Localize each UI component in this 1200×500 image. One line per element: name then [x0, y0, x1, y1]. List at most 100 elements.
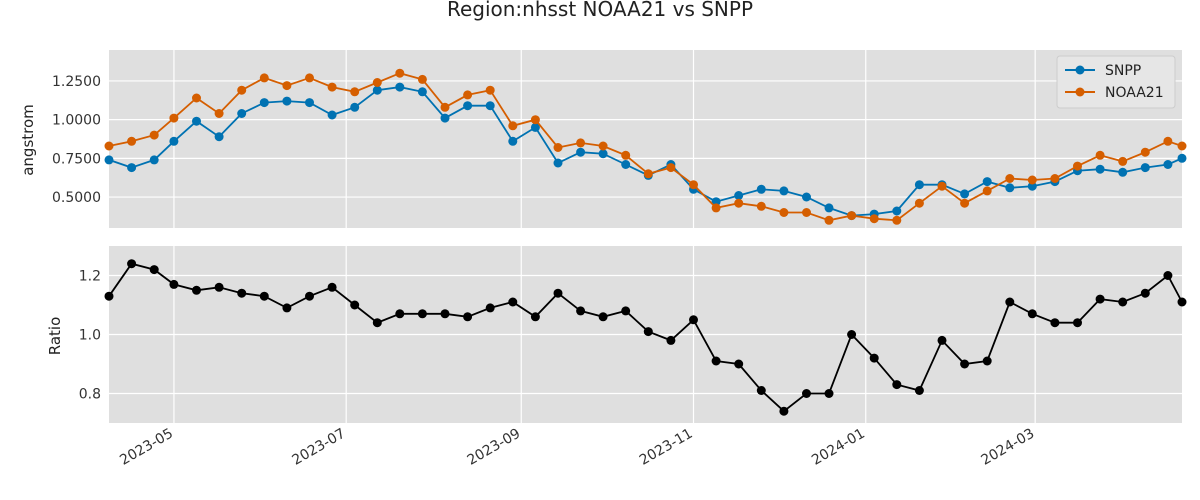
bottom-ratio-point	[689, 315, 698, 325]
top-noaa21-point	[1163, 136, 1173, 146]
top-noaa21-point	[1050, 174, 1060, 183]
top-noaa21-point	[127, 136, 137, 146]
top-snpp-point	[305, 98, 314, 108]
x-tick-label: 2023-07	[290, 426, 349, 469]
top-snpp-point	[237, 109, 247, 118]
top-snpp-point	[711, 197, 721, 207]
bottom-ratio-point	[643, 327, 653, 337]
top-snpp-point	[598, 149, 608, 159]
top-noaa21-point	[530, 115, 540, 125]
top-noaa21-point	[756, 201, 766, 211]
bottom-ratio-point	[417, 309, 427, 319]
top-y-tick-label: 0.5000	[52, 190, 101, 206]
top-plot-background	[109, 50, 1182, 228]
top-noaa21-point	[214, 109, 224, 118]
bottom-ratio-point	[937, 335, 947, 345]
top-snpp-point	[914, 180, 924, 190]
top-noaa21-point	[1118, 156, 1128, 166]
top-snpp-point	[756, 184, 766, 194]
top-noaa21-point	[149, 130, 159, 140]
top-noaa21-point	[1140, 147, 1150, 157]
top-noaa21-point	[259, 73, 269, 83]
top-noaa21-point	[395, 68, 405, 78]
top-snpp-point	[1027, 181, 1037, 191]
bottom-ratio-point	[756, 386, 766, 395]
bottom-ratio-point	[802, 389, 811, 398]
top-noaa21-point	[104, 141, 114, 151]
top-noaa21-point	[237, 85, 247, 95]
top-noaa21-point	[282, 81, 292, 91]
bottom-ratio-point	[847, 330, 857, 339]
top-snpp-point	[214, 132, 224, 142]
bottom-ratio-point	[734, 359, 744, 369]
top-noaa21-point	[869, 214, 879, 224]
top-y-tick-label: 0.7500	[52, 151, 101, 167]
bottom-ratio-point	[576, 306, 586, 316]
top-y-axis-label: angstrom	[19, 104, 37, 176]
top-noaa21-point	[711, 203, 721, 213]
bottom-y-tick-label: 1.2	[79, 269, 101, 285]
bottom-ratio-point	[192, 285, 201, 295]
top-series-group	[104, 68, 1187, 225]
top-snpp-point	[149, 155, 159, 165]
top-snpp-point	[440, 113, 450, 123]
top-noaa21-point	[621, 150, 631, 160]
top-noaa21-point	[1073, 161, 1082, 171]
top-y-tick-label: 1.2500	[52, 74, 101, 90]
bottom-ratio-point	[824, 389, 834, 398]
bottom-ratio-point	[237, 288, 247, 298]
top-snpp-point	[1140, 163, 1150, 173]
top-snpp-point	[734, 191, 744, 200]
bottom-panel: 0.8 1.0 1.2 Ratio	[46, 246, 1187, 423]
bottom-ratio-point	[666, 335, 676, 345]
bottom-ratio-point	[960, 359, 970, 369]
top-noaa21-point	[847, 211, 857, 221]
top-noaa21-point	[417, 74, 427, 84]
top-noaa21-point	[824, 215, 834, 225]
legend: SNPP NOAA21	[1056, 55, 1176, 109]
top-noaa21-point	[1027, 175, 1037, 185]
top-noaa21-point	[802, 208, 811, 217]
bottom-gridlines	[109, 246, 1182, 423]
top-noaa21-point	[1005, 174, 1015, 183]
top-gridlines	[109, 50, 1182, 228]
top-snpp-point	[802, 192, 811, 202]
x-tick-label: 2023-11	[637, 426, 696, 469]
top-snpp-point	[892, 206, 902, 216]
bottom-ratio-point	[104, 291, 114, 301]
bottom-ratio-point	[282, 303, 292, 313]
top-snpp-point	[779, 186, 789, 196]
top-noaa21-point	[643, 169, 653, 179]
top-noaa21-point	[305, 73, 314, 83]
top-snpp-point	[508, 136, 518, 146]
bottom-ratio-point	[982, 356, 992, 366]
bottom-ratio-point	[1095, 294, 1105, 304]
top-noaa21-point	[372, 78, 382, 87]
bottom-ratio-point	[914, 386, 924, 395]
top-snpp-point	[259, 98, 269, 108]
bottom-ratio-point	[1050, 318, 1060, 328]
legend-snpp-label: SNPP	[1105, 63, 1141, 79]
top-noaa21-point	[508, 121, 518, 131]
top-noaa21-point	[914, 198, 924, 208]
bottom-ratio-point	[259, 291, 269, 301]
top-snpp-point	[463, 101, 473, 111]
bottom-ratio-point	[327, 282, 337, 292]
top-panel: 0.5000 0.7500 1.0000 1.2500 angstrom SNPP N…	[19, 50, 1187, 228]
bottom-ratio-point	[869, 353, 879, 363]
bottom-ratio-point	[892, 380, 902, 390]
bottom-ratio-point	[1140, 288, 1150, 298]
top-snpp-point	[1118, 167, 1128, 177]
top-snpp-point	[395, 82, 405, 92]
top-snpp-point	[553, 158, 563, 168]
top-noaa21-point	[598, 141, 608, 151]
top-noaa21-point	[960, 198, 970, 208]
bottom-ratio-point	[169, 279, 179, 289]
x-tick-label: 2024-01	[809, 426, 868, 469]
x-tick-label: 2024-03	[979, 426, 1038, 469]
top-noaa21-point	[485, 85, 495, 95]
bottom-ratio-point	[149, 265, 159, 275]
top-noaa21-point	[192, 93, 201, 103]
top-y-tick-label: 1.0000	[52, 113, 101, 129]
top-snpp-point	[1095, 164, 1105, 174]
